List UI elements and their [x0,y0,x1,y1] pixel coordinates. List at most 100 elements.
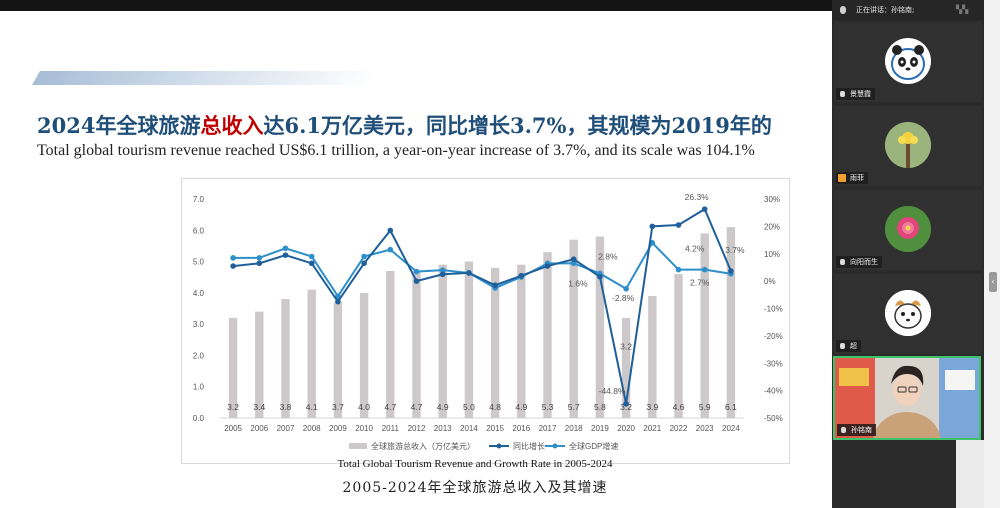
right-axis-tick-label: 0% [764,277,776,286]
yoy-growth-point [518,272,525,279]
speaker-name: 孙铭南 [837,424,876,436]
mic-icon [840,91,845,97]
gdp-growth-point [308,253,315,260]
x-axis-tick-label: 2018 [565,424,583,433]
x-axis-tick-label: 2020 [617,424,635,433]
x-axis-tick-label: 2012 [408,424,426,433]
tourism-chart: 0.0 1.0 2.0 3.0 4.0 5.0 6.0 7.0 -50% -40% -30% -20%… [181,178,790,464]
revenue-bar [569,239,578,418]
bar-data-label: 3.9 [646,402,658,412]
revenue-bar [490,267,500,418]
yoy-growth-point [728,268,734,274]
revenue-bar [726,227,736,418]
participant-tile-2[interactable]: 雨菲 [834,106,982,186]
bar-data-label: 4.8 [489,402,501,412]
yoy-growth-point [597,273,603,280]
bar-data-label: 3.2 [620,402,632,412]
legend-growth-marker [496,443,502,449]
bar-data-label: 3.4 [253,402,265,412]
speaker-video-tile[interactable]: 孙铭南 [833,356,981,440]
gdp-growth-point [335,293,341,299]
x-axis-tick-label: 2017 [539,424,557,433]
mic-icon [841,427,846,433]
bar-data-label: 4.7 [411,402,423,412]
participant-tile-4[interactable]: 超 [834,274,982,354]
revenue-bar [412,270,421,418]
revenue-bar [307,289,316,418]
revenue-bar [281,299,290,418]
dog-avatar-icon [885,290,931,336]
x-axis-tick-label: 2010 [355,424,373,433]
legend-bar-swatch [349,443,367,449]
window-controls-icon[interactable]: ▚▚ [956,5,969,14]
left-axis-tick-label: 7.0 [193,195,205,204]
participant-name: 超 [836,340,861,352]
revenue-bar [543,252,552,418]
revenue-bar [228,317,238,418]
x-axis-tick-label: 2015 [486,424,504,433]
speaking-indicator: 正在讲话：孙铭南; ▚▚ [832,0,984,20]
chart-annotation: 2.8% [598,251,618,261]
x-axis-tick-label: 2009 [329,424,347,433]
slide-subheading: Total global tourism revenue reached US$… [37,142,755,159]
revenue-bar [517,264,526,418]
bar-data-label: 4.6 [673,402,685,412]
chart-caption-cn: 2005-2024年全球旅游总收入及其增速 [342,480,608,496]
bar-data-label: 4.7 [384,402,396,412]
left-axis-tick-label: 5.0 [193,258,205,267]
revenue-bar [595,236,605,418]
chart-annotation: 4.2% [685,244,705,254]
chart-annotation: 3.2 [620,342,632,352]
right-axis-tick-label: -40% [764,387,783,396]
collapse-panel-chevron-icon[interactable]: ‹ [989,272,997,292]
speaking-text: 正在讲话：孙铭南; [856,6,915,14]
right-axis-tick-label: -20% [764,332,783,341]
bar-data-label: 5.3 [542,402,554,412]
yoy-growth-point [387,227,394,234]
yoy-growth-point [623,400,629,407]
yoy-growth-line [232,207,732,404]
x-axis-tick-label: 2007 [277,424,295,433]
right-axis-tick-label: 10% [764,250,780,259]
participant-tile-1[interactable]: 景慧霞 [834,22,982,102]
yoy-growth-point [466,270,472,276]
revenue-bar [438,264,447,418]
yoy-growth-point [361,260,367,267]
chart-annotation: -2.8% [612,293,635,303]
mic-icon [840,343,845,349]
yoy-growth-point [701,206,708,212]
chart-caption-en: Total Global Tourism Revenue and Growth … [337,458,613,470]
yoy-growth-point [413,278,420,284]
x-axis-tick-label: 2006 [250,424,268,433]
x-axis-tick-label: 2021 [643,424,661,433]
x-axis-tick-label: 2014 [460,424,478,433]
yoy-growth-point [675,222,682,228]
yoy-growth-point [230,263,236,269]
revenue-bar [359,292,369,418]
gdp-growth-point [570,260,577,267]
revenue-bar [464,261,474,418]
x-axis-tick-label: 2013 [434,424,452,433]
chart-annotation: 26.3% [685,192,710,202]
participant-name: 雨菲 [836,172,868,184]
legend-label: 全球GDP增速 [569,441,618,451]
yoy-growth-point [439,271,446,278]
bar-data-label: 5.8 [594,402,606,412]
left-axis-tick-label: 1.0 [193,383,205,392]
gdp-growth-point [387,246,394,253]
yoy-growth-point [649,223,656,230]
top-bar [0,0,1000,11]
yoy-growth-point [570,256,577,263]
gdp-growth-point [701,266,708,273]
right-axis-tick-label: -50% [764,414,783,423]
bar-data-label: 5.0 [463,402,475,412]
participant-name: 景慧霞 [836,88,875,100]
chart-annotation: 3.7% [725,245,745,255]
gdp-growth-point [282,245,289,252]
revenue-bar [648,295,657,418]
bar-data-label: 3.7 [332,402,344,412]
participant-tile-3[interactable]: 向阳而生 [834,190,982,270]
left-axis-tick-label: 3.0 [193,320,205,329]
decorative-stripe [31,71,381,85]
chart-svg: 0.0 1.0 2.0 3.0 4.0 5.0 6.0 7.0 -50% -40% -30% -20%… [193,192,783,451]
